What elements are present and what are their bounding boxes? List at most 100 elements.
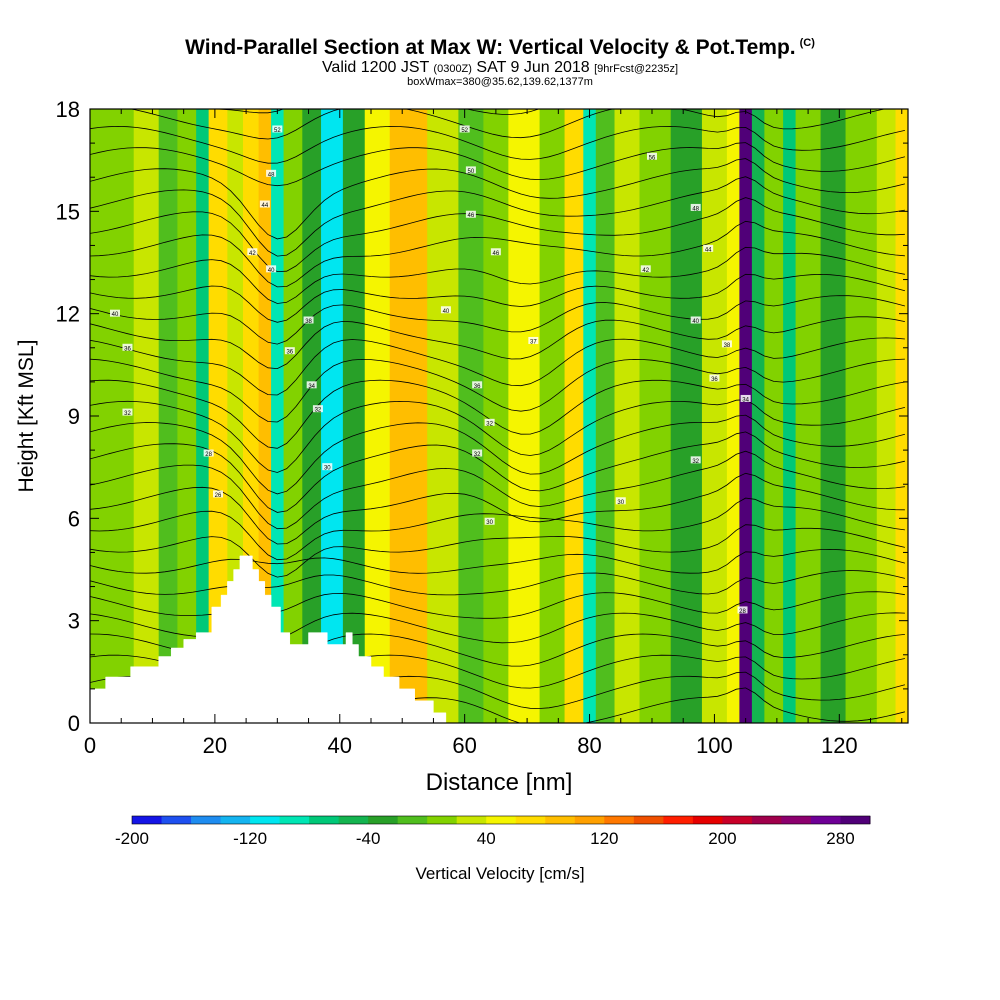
isentrope-label-bg: [690, 456, 701, 464]
isentrope-line: [90, 414, 906, 495]
y-tick-label: 12: [56, 302, 80, 327]
velocity-band: [321, 109, 344, 723]
colorbar-swatch: [161, 816, 192, 824]
isentrope-label-bg: [122, 343, 133, 351]
isentrope-label: 32: [692, 459, 699, 465]
isentrope-line: [90, 316, 905, 370]
isentrope-line: [90, 548, 906, 574]
isentrope-label: 34: [308, 384, 315, 390]
velocity-band: [820, 109, 847, 723]
colorbar-swatch: [486, 816, 517, 824]
velocity-band: [614, 109, 641, 723]
isentrope-line: [90, 472, 905, 545]
isentrope-label: 34: [742, 397, 749, 403]
isentrope-label: 30: [486, 520, 493, 526]
isentrope-label-bg: [465, 210, 476, 218]
valid-utc: (0300Z): [433, 63, 472, 75]
chart-title-mark: (C): [799, 37, 815, 49]
isentrope-label: 26: [215, 493, 222, 499]
colorbar-label: Vertical Velocity [cm/s]: [415, 864, 585, 883]
isentrope-label: 50: [468, 169, 475, 175]
isentrope-label-bg: [703, 244, 714, 252]
velocity-band: [283, 109, 303, 723]
colorbar-tick-label: 280: [826, 829, 854, 848]
isentrope-line: [90, 358, 905, 423]
velocity-band: [670, 109, 703, 723]
colorbar-tick-label: -120: [233, 829, 267, 848]
isentrope-label: 38: [305, 319, 312, 325]
isentrope-lines: [90, 109, 906, 723]
velocity-band: [483, 109, 509, 723]
isentrope-label: 36: [124, 346, 131, 352]
velocity-band: [539, 109, 566, 723]
isentrope-label-bg: [259, 200, 270, 208]
colorbar-tick-label: 120: [590, 829, 618, 848]
forecast-info: [9hrFcst@2235z]: [594, 63, 679, 75]
isentrope-label-bg: [737, 606, 748, 614]
colorbar-swatch: [545, 816, 576, 824]
isentrope-label: 32: [124, 411, 131, 417]
colorbar-swatch: [604, 816, 635, 824]
velocity-band: [389, 109, 428, 723]
colorbar-swatch: [456, 816, 487, 824]
isentrope-label: 36: [286, 350, 293, 356]
velocity-band: [764, 109, 784, 723]
isentrope-label: 28: [205, 452, 212, 458]
isentrope-label: 38: [724, 343, 731, 349]
colorbar-swatch: [397, 816, 428, 824]
colorbar-swatch: [515, 816, 546, 824]
isentrope-label-bg: [312, 405, 323, 413]
isentrope-label: 44: [261, 203, 268, 209]
velocity-band: [271, 109, 285, 723]
isentrope-label: 40: [692, 319, 699, 325]
isentrope-label-bg: [284, 347, 295, 355]
velocity-band: [595, 109, 616, 723]
velocity-band: [751, 109, 765, 723]
isentrope-label: 32: [474, 452, 481, 458]
y-tick-label: 6: [68, 506, 80, 531]
colorbar-tick-label: -200: [115, 829, 149, 848]
isentrope-label-bg: [690, 203, 701, 211]
isentrope-label-bg: [203, 449, 214, 457]
y-tick-label: 3: [68, 609, 80, 634]
colorbar-swatch: [633, 816, 664, 824]
velocity-band: [783, 109, 797, 723]
velocity-band: [427, 109, 460, 723]
x-tick-label: 40: [328, 733, 352, 758]
velocity-band: [795, 109, 822, 723]
isentrope-label-bg: [266, 169, 277, 177]
isentrope-line: [90, 246, 905, 304]
isentrope-label: 40: [112, 312, 119, 318]
velocity-band: [739, 109, 753, 723]
colorbar-swatch: [692, 816, 723, 824]
isentrope-label: 40: [268, 268, 275, 274]
isentrope-label-bg: [459, 125, 470, 133]
velocity-band: [701, 109, 728, 723]
isentrope-line: [90, 176, 905, 257]
x-tick-label: 60: [452, 733, 476, 758]
colorbar-frame: [131, 815, 871, 825]
isentrope-label: 36: [474, 384, 481, 390]
isentrope-line: [90, 273, 906, 323]
isentrope-line: [90, 570, 905, 596]
isentrope-line: [90, 524, 905, 578]
isentrope-line: [90, 379, 905, 449]
velocity-band: [364, 109, 391, 723]
terrain-profile: [90, 555, 447, 723]
isentrope-labels: 40 36 32 28 26 52 48 44 42 40 38 36 34 32 30 52 50 46 46 40…: [109, 125, 751, 615]
x-tick-label: 0: [84, 733, 96, 758]
isentrope-label-bg: [122, 408, 133, 416]
velocity-band: [177, 109, 197, 723]
chart-title-text: Wind-Parallel Section at Max W: Vertical…: [185, 36, 796, 59]
x-tick-label: 120: [821, 733, 858, 758]
isentrope-label: 46: [468, 213, 475, 219]
isentrope-label: 32: [486, 421, 493, 427]
isentrope-label-bg: [484, 418, 495, 426]
isentrope-label-bg: [528, 336, 539, 344]
velocity-band: [114, 109, 135, 723]
isentrope-label: 30: [324, 466, 331, 472]
velocity-band: [726, 109, 741, 723]
isentrope-line: [90, 295, 906, 345]
isentrope-label-bg: [721, 340, 732, 348]
isentrope-label-bg: [440, 306, 451, 314]
